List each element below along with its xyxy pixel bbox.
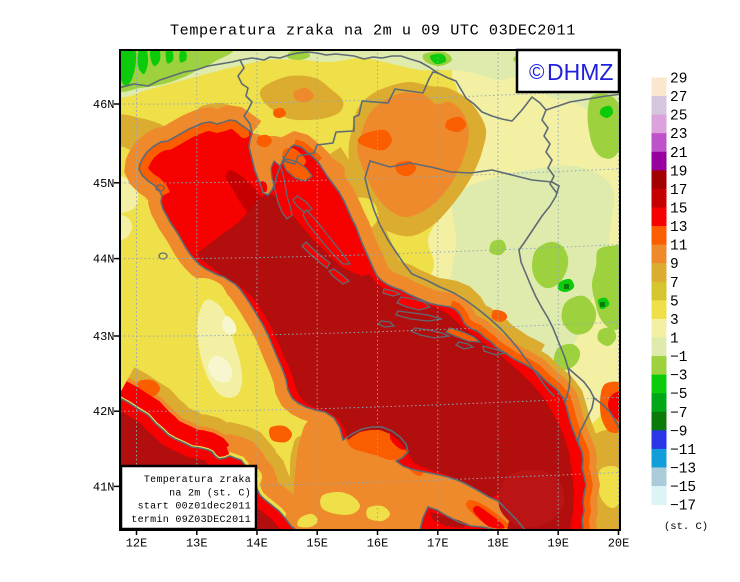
svg-text:44N: 44N xyxy=(93,253,115,267)
svg-text:−11: −11 xyxy=(670,443,696,459)
svg-text:42N: 42N xyxy=(93,405,115,419)
svg-text:−9: −9 xyxy=(670,424,687,440)
svg-text:46N: 46N xyxy=(93,98,115,112)
svg-text:23: 23 xyxy=(670,127,687,143)
svg-text:19: 19 xyxy=(670,164,687,180)
svg-text:12E: 12E xyxy=(126,537,148,551)
svg-text:7: 7 xyxy=(670,276,679,292)
svg-text:3: 3 xyxy=(670,313,679,329)
svg-text:DHMZ: DHMZ xyxy=(547,59,613,85)
svg-text:17: 17 xyxy=(670,183,687,199)
svg-text:19E: 19E xyxy=(547,537,569,551)
svg-text:−5: −5 xyxy=(670,387,687,403)
svg-text:20E: 20E xyxy=(608,537,630,551)
svg-text:11: 11 xyxy=(670,239,687,255)
svg-text:41N: 41N xyxy=(93,480,115,494)
svg-text:27: 27 xyxy=(670,90,687,106)
svg-text:17E: 17E xyxy=(427,537,449,551)
svg-text:25: 25 xyxy=(670,109,687,125)
svg-text:15: 15 xyxy=(670,202,687,218)
svg-text:13: 13 xyxy=(670,220,687,236)
svg-text:(st. C): (st. C) xyxy=(664,521,708,533)
svg-text:−13: −13 xyxy=(670,462,696,478)
svg-text:©: © xyxy=(529,61,545,84)
svg-text:−7: −7 xyxy=(670,406,687,422)
svg-text:45N: 45N xyxy=(93,177,115,191)
svg-text:termin 09Z03DEC2011: termin 09Z03DEC2011 xyxy=(131,514,251,526)
svg-text:1: 1 xyxy=(670,332,679,348)
svg-text:start 00z01dec2011: start 00z01dec2011 xyxy=(138,501,251,513)
svg-text:21: 21 xyxy=(670,146,687,162)
svg-text:−15: −15 xyxy=(670,480,696,496)
svg-text:9: 9 xyxy=(670,257,679,273)
svg-text:13E: 13E xyxy=(186,537,208,551)
svg-text:−17: −17 xyxy=(670,499,696,515)
svg-text:−3: −3 xyxy=(670,369,687,385)
svg-text:43N: 43N xyxy=(93,330,115,344)
svg-text:18E: 18E xyxy=(487,537,509,551)
svg-text:14E: 14E xyxy=(246,537,268,551)
svg-text:29: 29 xyxy=(670,72,687,88)
svg-text:na 2m (st. C): na 2m (st. C) xyxy=(169,487,251,499)
svg-text:5: 5 xyxy=(670,294,679,310)
svg-text:Temperatura zraka: Temperatura zraka xyxy=(144,474,251,486)
svg-text:15E: 15E xyxy=(306,537,328,551)
svg-text:Temperatura zraka na 2m u 09 U: Temperatura zraka na 2m u 09 UTC 03DEC20… xyxy=(170,22,576,40)
svg-text:16E: 16E xyxy=(367,537,389,551)
svg-text:−1: −1 xyxy=(670,350,687,366)
